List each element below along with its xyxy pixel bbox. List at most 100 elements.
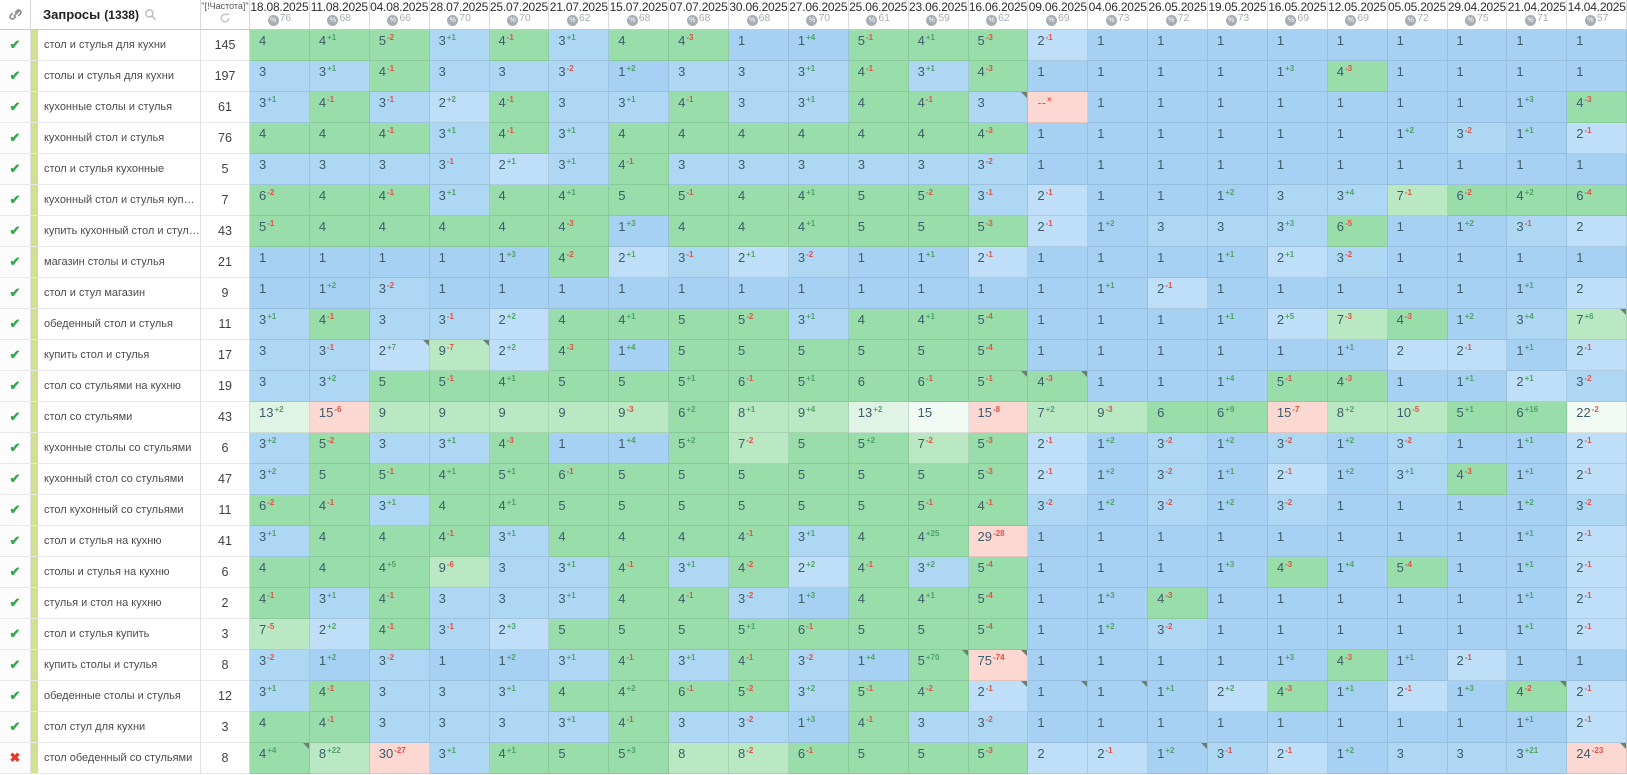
- link-column-header[interactable]: [0, 0, 31, 29]
- position-cell[interactable]: 4+1: [908, 30, 969, 61]
- position-cell[interactable]: 1: [250, 278, 310, 309]
- position-cell[interactable]: 1+1: [1507, 464, 1568, 495]
- position-cell[interactable]: 1: [1327, 92, 1388, 123]
- position-cell[interactable]: 3+1: [429, 30, 490, 61]
- position-cell[interactable]: 1: [1567, 61, 1627, 92]
- position-cell[interactable]: 2-1: [1028, 433, 1089, 464]
- date-column-header[interactable]: 05.05.2025% 72: [1388, 0, 1448, 29]
- position-cell[interactable]: 3: [788, 154, 849, 185]
- position-cell[interactable]: 3: [848, 154, 909, 185]
- position-cell[interactable]: 5: [908, 619, 969, 650]
- position-cell[interactable]: 3: [489, 61, 550, 92]
- position-cell[interactable]: 3-1: [669, 247, 729, 278]
- position-cell[interactable]: 2-1: [1567, 681, 1627, 712]
- position-cell[interactable]: 1: [549, 433, 610, 464]
- position-cell[interactable]: 4: [609, 588, 670, 619]
- position-cell[interactable]: 2+2: [1208, 681, 1268, 712]
- position-cell[interactable]: 1+1: [1507, 526, 1568, 557]
- keyword-status-cell[interactable]: ✔: [0, 92, 31, 123]
- keyword-status-cell[interactable]: ✔: [0, 216, 31, 247]
- position-cell[interactable]: 3-1: [429, 619, 490, 650]
- position-cell[interactable]: 4: [609, 123, 670, 154]
- position-cell[interactable]: 3-2: [1148, 433, 1208, 464]
- position-cell[interactable]: 3+1: [788, 309, 849, 340]
- date-column-header[interactable]: 27.06.2025% 70: [789, 0, 849, 29]
- refresh-icon[interactable]: [219, 12, 231, 24]
- position-cell[interactable]: 4-2: [549, 247, 610, 278]
- position-cell[interactable]: 1+2: [1447, 216, 1508, 247]
- position-cell[interactable]: 1: [1567, 247, 1627, 278]
- position-cell[interactable]: 1: [1148, 123, 1208, 154]
- position-cell[interactable]: 2-1: [1028, 30, 1089, 61]
- serp-snapshot-icon[interactable]: %: [387, 14, 399, 26]
- serp-snapshot-icon[interactable]: %: [267, 14, 279, 26]
- position-cell[interactable]: 4: [669, 216, 729, 247]
- serp-snapshot-icon[interactable]: %: [1045, 14, 1057, 26]
- position-cell[interactable]: 5+70: [908, 650, 969, 681]
- position-cell[interactable]: 1+2: [1208, 185, 1268, 216]
- position-cell[interactable]: 2-1: [1567, 340, 1627, 371]
- position-cell[interactable]: 1+3: [1267, 650, 1328, 681]
- keyword-cell[interactable]: стол кухонный со стульями: [31, 495, 201, 526]
- position-cell[interactable]: 5-1: [369, 464, 430, 495]
- position-cell[interactable]: 4-3: [669, 30, 729, 61]
- position-cell[interactable]: 30-27: [369, 743, 430, 774]
- keyword-cell[interactable]: стол и стулья купить: [31, 619, 201, 650]
- position-cell[interactable]: 3-2: [1567, 495, 1627, 526]
- position-cell[interactable]: 13+2: [250, 402, 310, 433]
- date-column-header[interactable]: 16.05.2025% 69: [1268, 0, 1328, 29]
- position-cell[interactable]: 2+2: [429, 92, 490, 123]
- position-cell[interactable]: 1: [369, 247, 430, 278]
- date-column-header[interactable]: 21.07.2025% 62: [549, 0, 610, 29]
- note-marker-icon[interactable]: [1081, 371, 1088, 377]
- position-cell[interactable]: 5: [848, 619, 909, 650]
- position-cell[interactable]: 5+2: [669, 433, 729, 464]
- position-cell[interactable]: 6-1: [788, 619, 849, 650]
- position-cell[interactable]: 1: [1327, 30, 1388, 61]
- position-cell[interactable]: 1: [1208, 619, 1268, 650]
- note-marker-icon[interactable]: [1021, 92, 1028, 98]
- position-cell[interactable]: 1: [1387, 495, 1448, 526]
- position-cell[interactable]: 1: [1447, 30, 1508, 61]
- position-cell[interactable]: 1+1: [1507, 712, 1568, 743]
- position-cell[interactable]: 2-1: [1567, 588, 1627, 619]
- position-cell[interactable]: 3+1: [788, 92, 849, 123]
- position-cell[interactable]: 3+1: [549, 30, 610, 61]
- position-cell[interactable]: 1: [1088, 185, 1149, 216]
- position-cell[interactable]: 5: [609, 185, 670, 216]
- position-cell[interactable]: 5: [549, 743, 610, 774]
- keyword-status-cell[interactable]: ✔: [0, 712, 31, 743]
- position-cell[interactable]: 4: [309, 216, 370, 247]
- position-cell[interactable]: 3-2: [1447, 123, 1508, 154]
- keyword-cell[interactable]: купить кухонный стол и стулья: [31, 216, 201, 247]
- position-cell[interactable]: 4-3: [1327, 371, 1388, 402]
- keyword-status-cell[interactable]: ✔: [0, 650, 31, 681]
- position-cell[interactable]: 5-4: [968, 309, 1029, 340]
- position-cell[interactable]: 1+3: [1507, 92, 1568, 123]
- position-cell[interactable]: 5: [609, 619, 670, 650]
- position-cell[interactable]: 5+1: [729, 619, 789, 650]
- position-cell[interactable]: 1+1: [1507, 588, 1568, 619]
- position-cell[interactable]: 5: [788, 340, 849, 371]
- serp-snapshot-icon[interactable]: %: [1405, 14, 1417, 26]
- position-cell[interactable]: 3-2: [788, 247, 849, 278]
- position-cell[interactable]: 1: [309, 247, 370, 278]
- position-cell[interactable]: 3+1: [250, 309, 310, 340]
- position-cell[interactable]: 2+1: [1267, 247, 1328, 278]
- position-cell[interactable]: 2-1: [968, 247, 1029, 278]
- position-cell[interactable]: 5-3: [968, 30, 1029, 61]
- position-cell[interactable]: 4-1: [309, 712, 370, 743]
- position-cell[interactable]: 3+1: [549, 588, 610, 619]
- position-cell[interactable]: 3+1: [489, 681, 550, 712]
- note-marker-icon[interactable]: [1141, 681, 1148, 687]
- position-cell[interactable]: 5: [848, 216, 909, 247]
- position-cell[interactable]: 6-1: [908, 371, 969, 402]
- position-cell[interactable]: 4-2: [729, 557, 789, 588]
- position-cell[interactable]: 2-1: [1567, 619, 1627, 650]
- position-cell[interactable]: 1: [1447, 619, 1508, 650]
- position-cell[interactable]: 1: [1028, 340, 1089, 371]
- position-cell[interactable]: 5-3: [968, 216, 1029, 247]
- position-cell[interactable]: 1: [1327, 278, 1388, 309]
- position-cell[interactable]: 4-1: [489, 92, 550, 123]
- position-cell[interactable]: 3-1: [1208, 743, 1268, 774]
